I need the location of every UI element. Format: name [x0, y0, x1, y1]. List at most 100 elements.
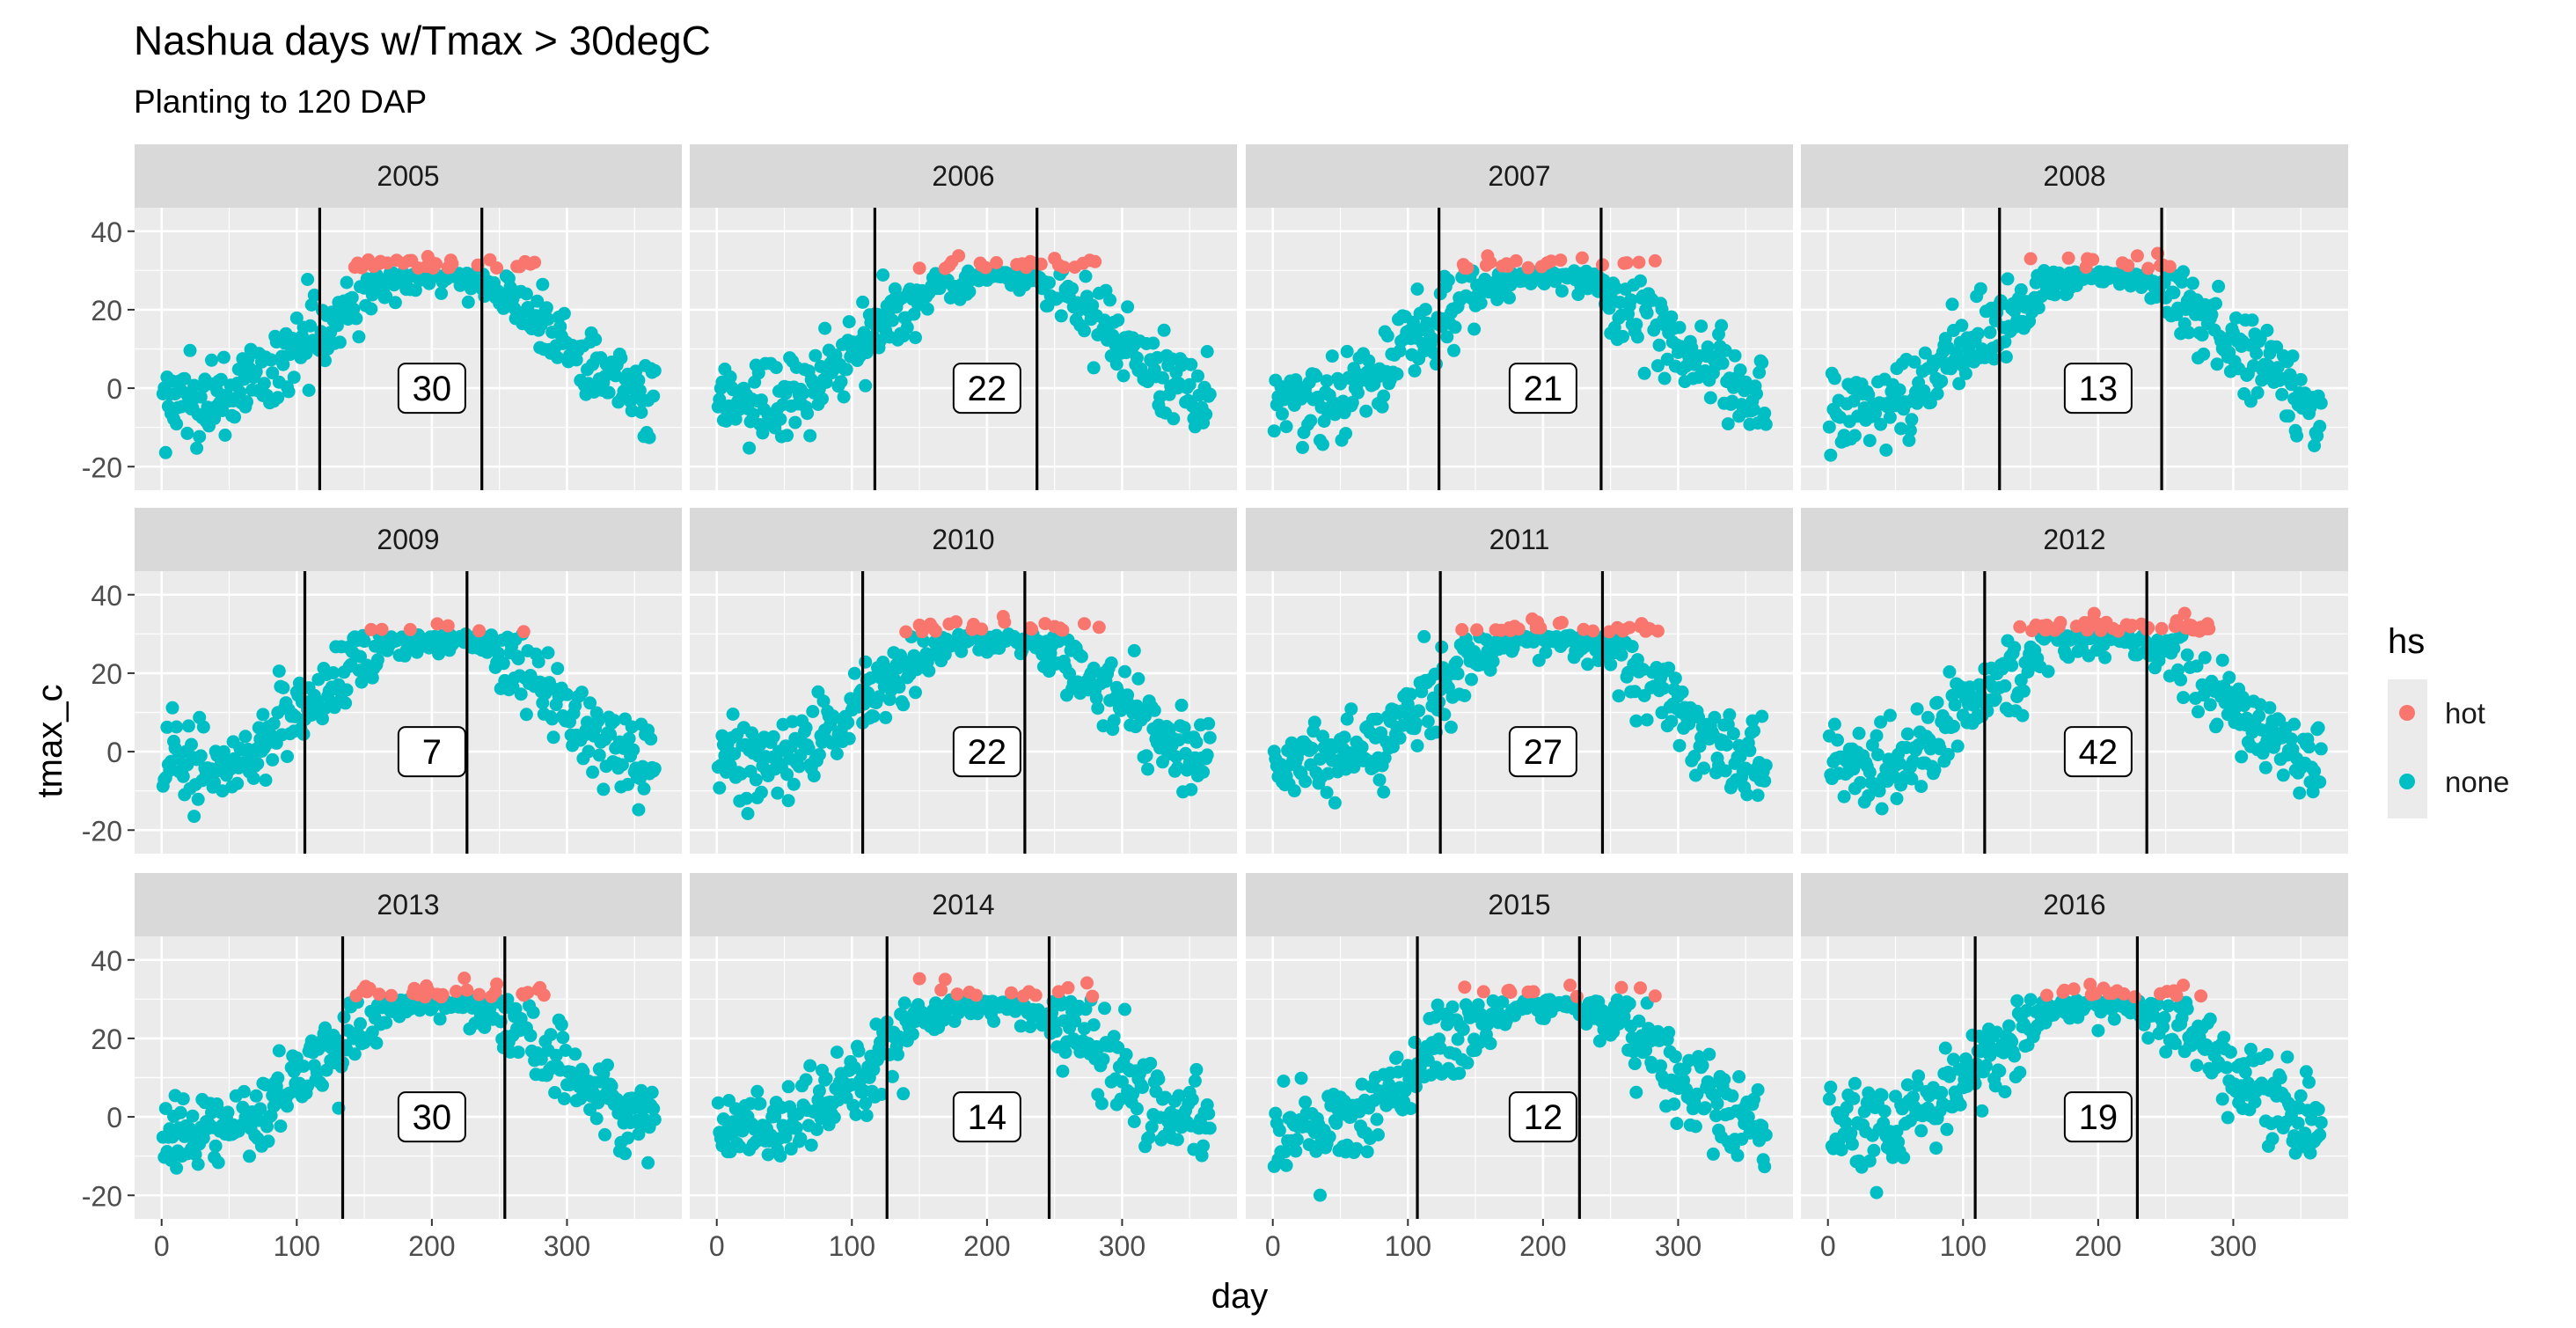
data-point-none	[514, 687, 528, 701]
data-point-none	[2210, 357, 2224, 371]
x-tick-label: 100	[1385, 1230, 1431, 1262]
data-point-none	[545, 712, 560, 726]
legend-label-hot: hot	[2445, 697, 2485, 730]
data-point-none	[2198, 650, 2212, 664]
data-point-none	[1655, 302, 1669, 316]
data-point-none	[1408, 1036, 1422, 1049]
x-tick-label: 0	[154, 1230, 170, 1262]
data-point-none	[1340, 712, 1354, 726]
data-point-none	[1892, 383, 1906, 397]
data-point-hot	[528, 255, 542, 269]
facet-strip-label: 2012	[2043, 524, 2105, 555]
data-point-none	[839, 363, 853, 377]
data-point-none	[1444, 720, 1458, 734]
data-point-none	[1672, 738, 1687, 752]
data-point-none	[1445, 1000, 1460, 1014]
data-point-none	[1421, 715, 1435, 729]
data-point-none	[1883, 410, 1897, 424]
data-point-none	[1694, 319, 1709, 334]
data-point-hot	[429, 257, 443, 271]
data-point-none	[728, 747, 742, 761]
data-point-none	[496, 657, 510, 671]
data-point-none	[1929, 1141, 1943, 1156]
data-point-none	[1156, 371, 1169, 385]
data-point-none	[1131, 671, 1145, 686]
data-point-hot	[950, 987, 964, 1002]
data-point-none	[261, 1134, 275, 1148]
hot-days-label: 27	[1524, 733, 1563, 772]
data-point-none	[713, 393, 727, 407]
data-point-none	[1930, 386, 1944, 400]
data-point-none	[1862, 434, 1877, 448]
data-point-none	[1118, 1002, 1131, 1016]
data-point-none	[1630, 653, 1644, 667]
data-point-none	[753, 1097, 767, 1111]
y-tick-label: 40	[91, 216, 122, 248]
data-point-none	[1616, 329, 1629, 343]
data-point-hot	[1458, 980, 1472, 994]
data-point-none	[1314, 1188, 1327, 1202]
data-point-none	[596, 782, 611, 796]
data-point-hot	[1483, 255, 1497, 269]
data-point-none	[1614, 648, 1628, 662]
data-point-none	[2013, 1066, 2027, 1080]
data-point-hot	[1555, 615, 1569, 629]
data-point-none	[816, 694, 831, 708]
x-tick-label: 200	[2075, 1230, 2121, 1262]
data-point-none	[1715, 319, 1729, 333]
data-point-none	[1289, 1144, 1303, 1158]
data-point-hot	[1521, 260, 1535, 275]
data-point-none	[2192, 705, 2205, 719]
data-point-none	[2180, 648, 2194, 662]
data-point-none	[842, 731, 856, 745]
data-point-none	[726, 383, 740, 397]
data-point-none	[231, 776, 245, 790]
data-point-none	[1998, 1085, 2012, 1099]
data-point-none	[905, 1027, 919, 1041]
data-point-none	[2001, 272, 2015, 286]
data-point-none	[1378, 751, 1392, 765]
data-point-none	[1096, 1053, 1110, 1067]
data-point-none	[856, 295, 870, 309]
data-point-none	[1403, 687, 1417, 701]
data-point-none	[190, 441, 204, 455]
data-point-none	[521, 301, 535, 314]
data-point-none	[2215, 653, 2229, 667]
data-point-none	[900, 320, 914, 334]
data-point-none	[1845, 1137, 1859, 1151]
data-point-hot	[2177, 606, 2192, 620]
data-point-none	[801, 407, 815, 421]
data-point-none	[2157, 1010, 2171, 1024]
data-point-none	[909, 686, 922, 700]
data-point-none	[1170, 1133, 1184, 1147]
data-point-none	[1935, 374, 1949, 388]
data-point-none	[1905, 772, 1919, 786]
data-point-none	[326, 666, 340, 679]
data-point-none	[364, 302, 378, 316]
point-layer	[1267, 249, 1773, 454]
point-layer	[711, 249, 1217, 455]
data-point-none	[1718, 764, 1732, 778]
data-point-hot	[441, 619, 455, 633]
data-point-none	[330, 319, 344, 333]
data-point-none	[304, 319, 318, 333]
x-tick-label: 100	[1940, 1230, 1987, 1262]
data-point-none	[1127, 643, 1141, 657]
data-point-none	[1390, 1050, 1404, 1064]
data-point-none	[773, 1149, 787, 1163]
data-point-none	[1393, 731, 1407, 745]
data-point-none	[799, 1073, 813, 1087]
data-point-none	[1483, 1037, 1497, 1051]
data-point-none	[370, 653, 384, 667]
data-point-none	[1456, 1023, 1470, 1037]
data-point-none	[523, 1029, 538, 1043]
data-point-none	[357, 635, 371, 649]
facet-strip	[1801, 508, 2348, 571]
data-point-none	[897, 996, 911, 1010]
facet-strip	[1246, 144, 1793, 208]
facet-strip-label: 2015	[1488, 889, 1550, 921]
data-point-none	[2314, 396, 2328, 410]
data-point-none	[1987, 352, 2002, 366]
data-point-none	[1337, 730, 1351, 745]
data-point-none	[379, 290, 393, 304]
